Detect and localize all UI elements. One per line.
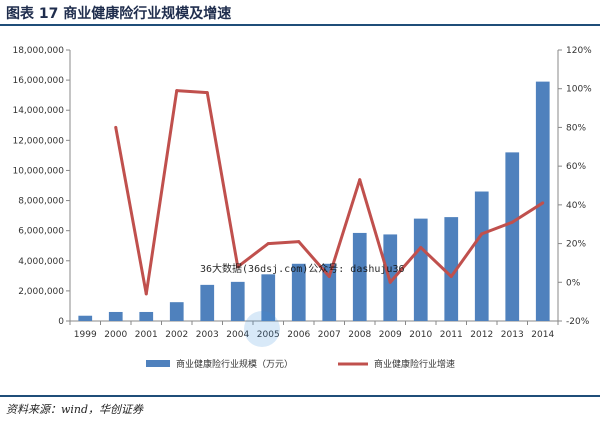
x-axis-tick-label: 2013 — [501, 330, 524, 340]
line-point — [510, 220, 514, 224]
bottom-rule — [0, 395, 600, 397]
bar — [200, 284, 215, 321]
watermark-logo-icon — [244, 311, 280, 347]
line-point — [114, 125, 118, 129]
x-axis-tick-label: 2010 — [409, 330, 432, 340]
x-axis-tick-label: 2012 — [470, 330, 493, 340]
x-axis-tick-label: 2001 — [135, 330, 158, 340]
bar — [322, 263, 337, 321]
line-point — [327, 274, 331, 278]
line-point — [266, 242, 270, 246]
watermark-text: 36大数据(36dsj.com)公众号: dashuju36 — [200, 262, 405, 275]
legend-bar-swatch — [146, 360, 170, 367]
left-axis-tick-label: 0 — [58, 317, 64, 327]
bar — [535, 81, 550, 321]
title-rule — [0, 24, 600, 26]
line-point — [236, 265, 240, 269]
bar — [78, 315, 93, 321]
chart-axes: 0 2,000,000 4,000,000 6,000,000 8,000,000 10,… — [12, 46, 592, 340]
line-point — [297, 240, 301, 244]
bar — [352, 232, 367, 321]
bar — [444, 217, 459, 321]
right-axis-tick-label: 20% — [566, 240, 586, 250]
x-axis-tick-label: 2009 — [379, 330, 402, 340]
bar — [261, 274, 276, 321]
x-axis-tick-label: 2003 — [196, 330, 219, 340]
x-axis-tick-label: 2002 — [165, 330, 188, 340]
legend-bar-label: 商业健康险行业规模（万元） — [176, 358, 293, 370]
line-point — [358, 178, 362, 182]
chart-legend: 商业健康险行业规模（万元） 商业健康险行业增速 — [146, 358, 455, 370]
x-axis-tick-label: 2005 — [257, 330, 280, 340]
x-axis-tick-label: 2004 — [226, 330, 249, 340]
x-axis-tick-label: 2000 — [104, 330, 127, 340]
right-axis-tick-label: 40% — [566, 201, 586, 211]
x-axis-tick-label: 2008 — [348, 330, 371, 340]
line-point — [144, 292, 148, 296]
x-axis-tick-label: 2006 — [287, 330, 310, 340]
right-axis-tick-label: 80% — [566, 123, 586, 133]
right-axis-tick-label: 100% — [566, 85, 592, 95]
right-axis-tick-label: 0% — [566, 278, 581, 288]
x-axis-tick-label: 2007 — [318, 330, 341, 340]
bar — [291, 263, 306, 321]
line-point — [205, 91, 209, 95]
line-point — [175, 89, 179, 93]
legend-line-label: 商业健康险行业增速 — [374, 358, 455, 370]
bar — [139, 311, 154, 321]
line-series — [114, 89, 545, 296]
left-axis-tick-label: 14,000,000 — [12, 106, 64, 116]
bar — [169, 302, 184, 321]
x-axis-tick-label: 2014 — [531, 330, 554, 340]
bar — [505, 152, 520, 321]
line-point — [419, 245, 423, 249]
left-axis-tick-label: 16,000,000 — [12, 76, 64, 86]
bar — [474, 191, 489, 321]
left-axis-tick-label: 6,000,000 — [18, 227, 64, 237]
bar — [413, 218, 428, 321]
x-axis-tick-label: 2011 — [440, 330, 463, 340]
right-axis-tick-label: 120% — [566, 46, 592, 56]
right-axis-tick-label: -20% — [566, 317, 590, 327]
chart-area: 0 2,000,000 4,000,000 6,000,000 8,000,000 10,… — [12, 46, 592, 370]
source-note: 资料来源：wind，华创证券 — [6, 403, 144, 416]
bar — [108, 311, 123, 321]
left-axis-tick-label: 10,000,000 — [12, 166, 64, 176]
x-axis-tick-label: 1999 — [74, 330, 97, 340]
left-axis-tick-label: 18,000,000 — [12, 46, 64, 56]
left-axis-tick-label: 8,000,000 — [18, 197, 64, 207]
line-point — [388, 280, 392, 284]
left-axis-tick-label: 12,000,000 — [12, 136, 64, 146]
right-axis-tick-label: 60% — [566, 162, 586, 172]
line-point — [449, 274, 453, 278]
watermark: 36大数据(36dsj.com)公众号: dashuju36 — [200, 262, 405, 347]
left-axis-tick-label: 4,000,000 — [18, 257, 64, 267]
bar-series — [78, 81, 550, 321]
left-axis-tick-label: 2,000,000 — [18, 287, 64, 297]
line-point — [480, 232, 484, 236]
bar — [230, 281, 245, 321]
figure-title: 图表 17 商业健康险行业规模及增速 — [6, 6, 232, 22]
line-point — [541, 201, 545, 205]
